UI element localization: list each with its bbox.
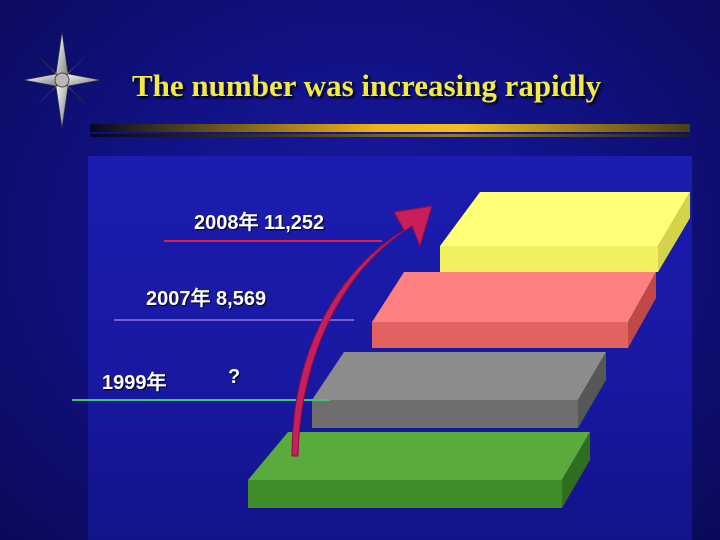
step-bottom-green: [248, 432, 590, 508]
step-top-yellow: [440, 192, 690, 272]
step-second-pink: [372, 272, 656, 348]
step-third-gray: [312, 352, 606, 428]
label-2007: 2007年 8,569: [146, 288, 267, 310]
compass-star-icon: [23, 31, 101, 129]
title-underline-thin: [90, 134, 690, 137]
growth-arrow: [291, 205, 433, 457]
label-1999: 1999年: [102, 372, 167, 394]
label-unknown: ?: [228, 366, 241, 388]
title-underline: [90, 124, 690, 132]
slide-title: The number was increasing rapidly: [132, 68, 602, 103]
label-2008: 2008年 11,252: [194, 212, 325, 234]
